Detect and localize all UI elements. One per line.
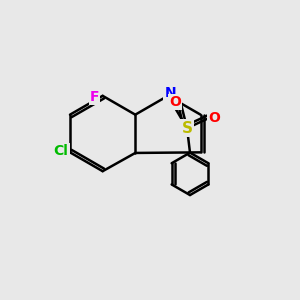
Text: S: S (182, 121, 193, 136)
Text: Cl: Cl (54, 144, 69, 158)
Text: O: O (208, 111, 220, 125)
Text: F: F (90, 90, 99, 104)
Text: O: O (169, 95, 181, 109)
Text: N: N (164, 86, 176, 100)
